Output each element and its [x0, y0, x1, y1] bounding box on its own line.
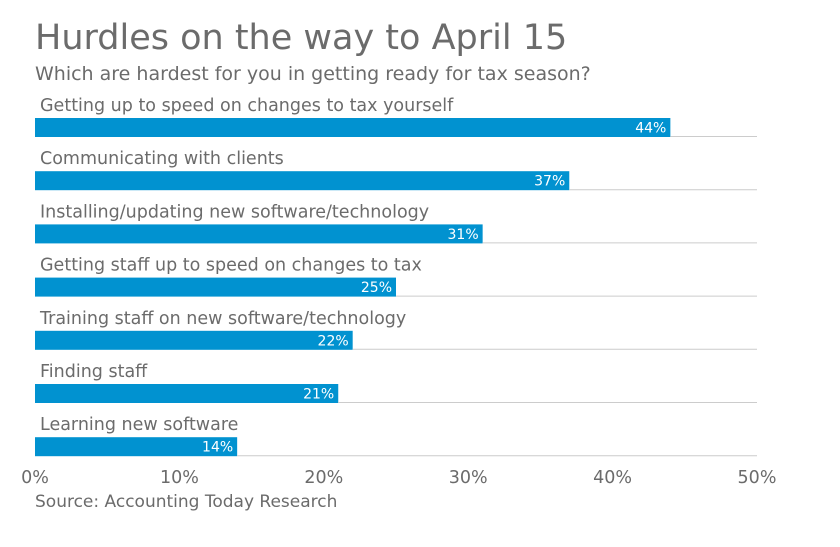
x-tick-label: 40% — [593, 468, 632, 488]
category-label: Learning new software — [40, 415, 238, 435]
category-label: Training staff on new software/technolog… — [39, 309, 406, 329]
bar — [35, 171, 570, 191]
bar — [35, 437, 238, 457]
bar-row: Getting staff up to speed on changes to … — [35, 256, 757, 297]
category-label: Getting up to speed on changes to tax yo… — [40, 96, 454, 116]
chart-subtitle: Which are hardest for you in getting rea… — [35, 63, 591, 85]
value-label: 22% — [318, 333, 349, 349]
value-label: 21% — [303, 387, 334, 403]
value-label: 14% — [202, 440, 233, 456]
bar — [35, 224, 483, 244]
bar — [35, 384, 339, 403]
x-tick-label: 10% — [160, 468, 199, 488]
bar-rows: Getting up to speed on changes to tax yo… — [35, 96, 757, 457]
bar-row: Communicating with clients 37% — [35, 149, 757, 191]
bar-row: Training staff on new software/technolog… — [35, 309, 757, 350]
value-label: 25% — [361, 280, 392, 296]
chart-title: Hurdles on the way to April 15 — [35, 18, 568, 58]
category-label: Finding staff — [40, 362, 148, 382]
bar — [35, 277, 396, 297]
bar-row: Learning new software 14% — [35, 415, 757, 457]
source-note: Source: Accounting Today Research — [35, 492, 338, 512]
x-tick-label: 20% — [304, 468, 343, 488]
bar — [35, 330, 353, 350]
bar — [35, 118, 671, 137]
category-label: Communicating with clients — [40, 149, 284, 169]
x-tick-label: 0% — [21, 468, 49, 488]
x-axis-ticks: 0% 10% 20% 30% 40% 50% — [21, 468, 776, 488]
category-label: Installing/updating new software/technol… — [40, 202, 429, 222]
value-label: 44% — [635, 121, 666, 137]
x-tick-label: 50% — [738, 468, 777, 488]
x-tick-label: 30% — [449, 468, 488, 488]
bar-row: Getting up to speed on changes to tax yo… — [35, 96, 757, 137]
bar-row: Finding staff 21% — [35, 362, 757, 403]
category-label: Getting staff up to speed on changes to … — [40, 256, 422, 276]
bar-row: Installing/updating new software/technol… — [35, 202, 757, 244]
value-label: 31% — [448, 227, 479, 243]
value-label: 37% — [534, 174, 565, 190]
